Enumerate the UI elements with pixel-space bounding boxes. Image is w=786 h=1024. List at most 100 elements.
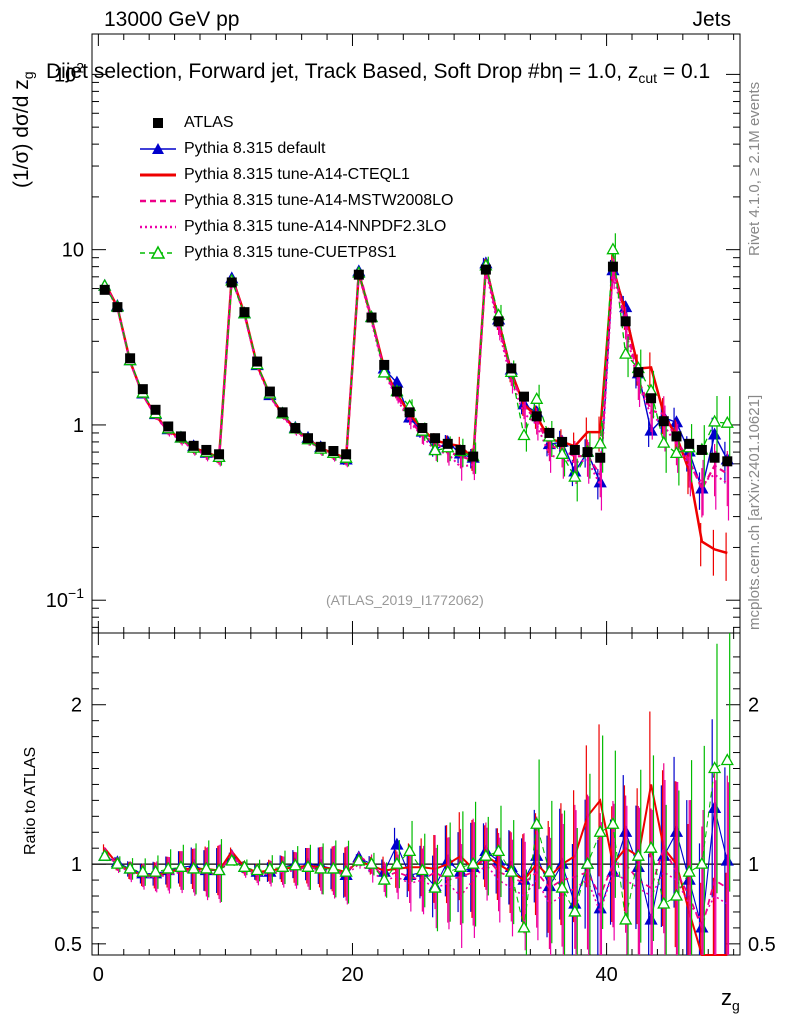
ratio-marker bbox=[110, 856, 125, 869]
atlas-data-point bbox=[620, 316, 631, 327]
ratio-marker bbox=[352, 853, 366, 866]
x-tick-label: 40 bbox=[595, 964, 617, 986]
ratio-y-tick-label-right: 2 bbox=[748, 695, 759, 717]
ratio-y-tick-label: 0.5 bbox=[54, 934, 82, 956]
legend-label: Pythia 8.315 tune-CUETP8S1 bbox=[184, 244, 397, 261]
side-label-top: Rivet 4.1.0, ≥ 2.1M events bbox=[746, 81, 763, 256]
legend-open-triangle-icon bbox=[140, 245, 176, 259]
atlas-data-point bbox=[442, 438, 453, 449]
atlas-data-point bbox=[391, 386, 402, 397]
ratio-series-line bbox=[104, 852, 728, 922]
ratio-marker bbox=[326, 861, 341, 874]
plot-title-sub: cut bbox=[638, 70, 658, 87]
legend-dashed-icon bbox=[140, 199, 176, 203]
ratio-marker bbox=[555, 880, 569, 893]
ratio-marker bbox=[263, 861, 277, 874]
ratio-marker bbox=[720, 753, 734, 766]
ratio-marker bbox=[491, 844, 506, 857]
ratio-marker bbox=[517, 920, 531, 933]
ratio-marker bbox=[542, 864, 557, 877]
atlas-data-point bbox=[455, 444, 466, 455]
ratio-marker bbox=[98, 848, 112, 861]
atlas-data-point bbox=[582, 447, 593, 458]
atlas-data-point bbox=[480, 264, 491, 275]
atlas-data-point bbox=[239, 307, 250, 318]
atlas-data-point bbox=[404, 407, 415, 418]
atlas-data-point bbox=[646, 393, 657, 404]
ratio-y-tick-label: 2 bbox=[71, 695, 82, 717]
header-left: 13000 GeV pp bbox=[104, 8, 240, 31]
ratio-marker bbox=[237, 859, 252, 872]
analysis-id: (ATLAS_2019_I1772062) bbox=[326, 592, 484, 608]
ratio-y-tick-label: 1 bbox=[71, 854, 82, 876]
x-axis-label: zg bbox=[721, 985, 740, 1013]
atlas-data-point bbox=[290, 423, 301, 434]
ratio-marker bbox=[453, 859, 468, 872]
ratio-marker bbox=[428, 880, 442, 893]
ratio-marker bbox=[530, 816, 544, 829]
atlas-data-point bbox=[544, 427, 555, 438]
ratio-marker bbox=[695, 856, 709, 869]
ratio-frame bbox=[91, 632, 741, 956]
x-axis-label-sub: g bbox=[732, 997, 740, 1014]
ratio-marker bbox=[314, 861, 328, 874]
ratio-marker bbox=[212, 863, 226, 876]
ratio-series-line bbox=[104, 760, 728, 929]
atlas-data-point bbox=[277, 407, 288, 418]
side-label-bottom: mcplots.cern.ch [arXiv:2401.10621] bbox=[746, 394, 763, 630]
ratio-marker bbox=[669, 888, 684, 901]
y-tick-label: 10−1 bbox=[46, 585, 84, 612]
legend-item-nnpdf: Pythia 8.315 tune-A14-NNPDF2.3LO bbox=[140, 214, 446, 240]
atlas-data-point bbox=[112, 302, 123, 313]
ratio-marker bbox=[161, 861, 175, 874]
ratio-marker bbox=[136, 864, 150, 877]
atlas-data-point bbox=[633, 367, 644, 378]
ratio-y-axis-label: Ratio to ATLAS bbox=[22, 746, 39, 855]
ratio-marker bbox=[123, 861, 137, 874]
atlas-data-point bbox=[188, 440, 199, 451]
ratio-marker bbox=[682, 864, 696, 877]
ratio-marker bbox=[580, 856, 595, 869]
atlas-data-point bbox=[658, 416, 669, 427]
legend-dotted-icon bbox=[140, 225, 176, 229]
ratio-marker bbox=[619, 912, 633, 925]
plot-title-eta: η = 1.0, z bbox=[551, 60, 639, 83]
atlas-data-point bbox=[315, 441, 326, 452]
atlas-data-point bbox=[468, 451, 479, 462]
ratio-marker bbox=[187, 861, 201, 874]
legend-item-cuetp8s1: Pythia 8.315 tune-CUETP8S1 bbox=[140, 240, 397, 266]
ratio-marker bbox=[174, 859, 188, 872]
legend-item-atlas: ATLAS bbox=[140, 110, 234, 136]
main-marker bbox=[428, 443, 442, 456]
legend-item-default: Pythia 8.315 default bbox=[140, 136, 325, 162]
ratio-marker bbox=[390, 837, 404, 850]
y-axis-label-text: (1/σ) dσ/d z bbox=[10, 79, 33, 188]
plot-title-end: = 0.1 bbox=[657, 60, 711, 83]
atlas-data-point bbox=[226, 277, 237, 288]
ratio-marker bbox=[390, 856, 404, 869]
ratio-marker bbox=[479, 848, 493, 861]
ratio-marker bbox=[707, 761, 722, 774]
ratio-marker bbox=[199, 861, 213, 874]
y-tick-exponent: 2 bbox=[76, 59, 84, 75]
atlas-data-point bbox=[341, 449, 352, 460]
ratio-marker bbox=[466, 856, 480, 869]
ratio-marker bbox=[301, 859, 315, 872]
main-marker bbox=[568, 469, 582, 482]
main-marker bbox=[593, 436, 607, 449]
ratio-marker bbox=[339, 864, 353, 877]
atlas-data-point bbox=[353, 269, 364, 280]
atlas-data-point bbox=[722, 456, 733, 467]
main-marker bbox=[619, 346, 633, 359]
atlas-data-point bbox=[696, 444, 707, 455]
atlas-data-point bbox=[430, 433, 441, 444]
atlas-data-point bbox=[607, 261, 618, 272]
atlas-data-point bbox=[569, 444, 580, 455]
atlas-data-point bbox=[150, 404, 161, 415]
atlas-data-point bbox=[379, 359, 390, 370]
ratio-marker bbox=[275, 859, 290, 872]
ratio-marker bbox=[644, 840, 658, 853]
main-marker bbox=[377, 365, 391, 378]
atlas-data-point bbox=[709, 452, 720, 463]
y-axis-label-sub: g bbox=[20, 71, 37, 80]
